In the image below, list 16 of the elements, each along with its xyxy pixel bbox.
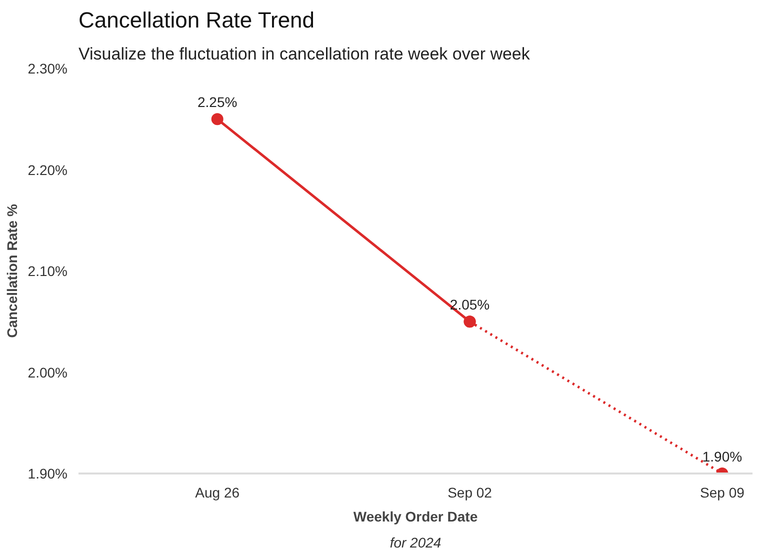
chart-title: Cancellation Rate Trend [78, 8, 315, 32]
text: 2.25% [197, 94, 238, 110]
y-tick-label: 2.20% [28, 162, 68, 178]
text: for 2024 [390, 534, 442, 550]
y-axis-title: Cancellation Rate % [4, 204, 20, 338]
y-tick-label: 2.10% [28, 263, 68, 279]
x-axis-title: Weekly Order Date [353, 508, 478, 524]
x-tick-label: Sep 09 [700, 484, 745, 500]
y-tick-label: 1.90% [28, 466, 68, 482]
y-tick-label: 2.30% [28, 60, 68, 76]
x-tick-label: Sep 02 [448, 484, 492, 500]
y-tick-label: 2.00% [28, 364, 68, 380]
text: 1.90% [702, 448, 742, 464]
x-tick-label: Aug 26 [195, 484, 240, 500]
text: 2.05% [450, 296, 490, 313]
chart-subtitle: Visualize the fluctuation in cancellation rate week over week [78, 44, 530, 64]
